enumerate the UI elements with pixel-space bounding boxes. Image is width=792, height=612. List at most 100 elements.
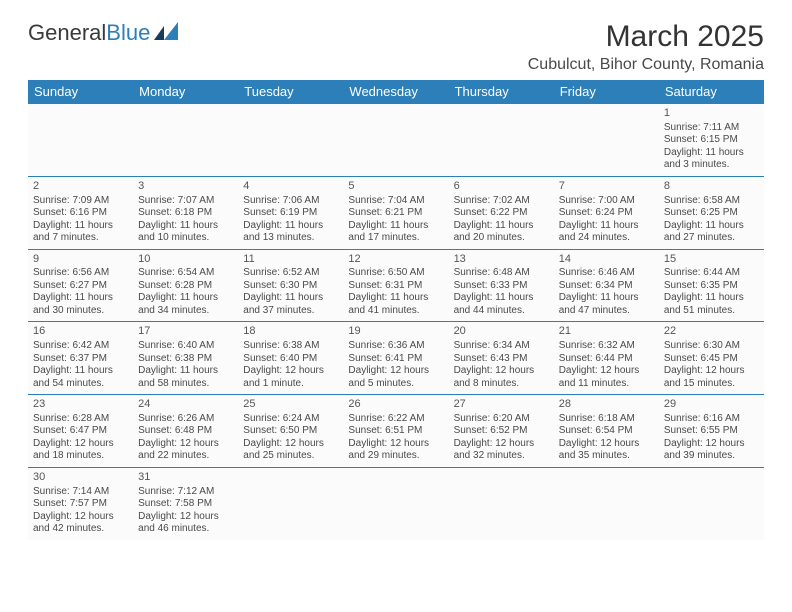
daylight-line: Daylight: 11 hours and 37 minutes. [243, 292, 338, 317]
day-number: 12 [348, 253, 443, 267]
sunset-line: Sunset: 6:40 PM [243, 353, 338, 366]
weekday-header: Saturday [659, 80, 764, 103]
daylight-line: Daylight: 11 hours and 30 minutes. [33, 292, 128, 317]
sunset-line: Sunset: 7:58 PM [138, 498, 233, 511]
calendar-cell: 2Sunrise: 7:09 AMSunset: 6:16 PMDaylight… [28, 176, 133, 249]
daylight-line: Daylight: 11 hours and 20 minutes. [454, 220, 549, 245]
calendar-cell [133, 103, 238, 176]
calendar-body: 1Sunrise: 7:11 AMSunset: 6:15 PMDaylight… [28, 103, 764, 540]
calendar-cell: 3Sunrise: 7:07 AMSunset: 6:18 PMDaylight… [133, 176, 238, 249]
daylight-line: Daylight: 12 hours and 18 minutes. [33, 438, 128, 463]
calendar-cell: 30Sunrise: 7:14 AMSunset: 7:57 PMDayligh… [28, 467, 133, 540]
calendar-cell: 16Sunrise: 6:42 AMSunset: 6:37 PMDayligh… [28, 321, 133, 394]
daylight-line: Daylight: 11 hours and 51 minutes. [664, 292, 759, 317]
day-number: 29 [664, 398, 759, 412]
sunrise-line: Sunrise: 7:04 AM [348, 195, 443, 208]
day-number: 20 [454, 325, 549, 339]
day-number: 25 [243, 398, 338, 412]
calendar-cell: 5Sunrise: 7:04 AMSunset: 6:21 PMDaylight… [343, 176, 448, 249]
calendar-cell: 15Sunrise: 6:44 AMSunset: 6:35 PMDayligh… [659, 249, 764, 322]
sunset-line: Sunset: 6:35 PM [664, 280, 759, 293]
calendar-cell [659, 467, 764, 540]
daylight-line: Daylight: 11 hours and 10 minutes. [138, 220, 233, 245]
day-number: 10 [138, 253, 233, 267]
sunrise-line: Sunrise: 6:58 AM [664, 195, 759, 208]
sunrise-line: Sunrise: 6:54 AM [138, 267, 233, 280]
day-number: 2 [33, 180, 128, 194]
sunrise-line: Sunrise: 6:34 AM [454, 340, 549, 353]
sunset-line: Sunset: 6:38 PM [138, 353, 233, 366]
daylight-line: Daylight: 12 hours and 1 minute. [243, 365, 338, 390]
sunrise-line: Sunrise: 6:44 AM [664, 267, 759, 280]
weekday-header: Tuesday [238, 80, 343, 103]
sunrise-line: Sunrise: 7:06 AM [243, 195, 338, 208]
sunset-line: Sunset: 6:50 PM [243, 425, 338, 438]
sunrise-line: Sunrise: 6:46 AM [559, 267, 654, 280]
day-number: 26 [348, 398, 443, 412]
daylight-line: Daylight: 11 hours and 47 minutes. [559, 292, 654, 317]
day-number: 6 [454, 180, 549, 194]
sunrise-line: Sunrise: 6:36 AM [348, 340, 443, 353]
calendar-cell: 13Sunrise: 6:48 AMSunset: 6:33 PMDayligh… [449, 249, 554, 322]
day-number: 11 [243, 253, 338, 267]
calendar-cell [554, 467, 659, 540]
weekday-header: Monday [133, 80, 238, 103]
calendar-cell [238, 103, 343, 176]
sunset-line: Sunset: 6:51 PM [348, 425, 443, 438]
calendar-weekday-header: SundayMondayTuesdayWednesdayThursdayFrid… [28, 80, 764, 103]
calendar-cell: 22Sunrise: 6:30 AMSunset: 6:45 PMDayligh… [659, 321, 764, 394]
sunset-line: Sunset: 7:57 PM [33, 498, 128, 511]
daylight-line: Daylight: 12 hours and 22 minutes. [138, 438, 233, 463]
day-number: 22 [664, 325, 759, 339]
day-number: 21 [559, 325, 654, 339]
calendar-cell: 12Sunrise: 6:50 AMSunset: 6:31 PMDayligh… [343, 249, 448, 322]
daylight-line: Daylight: 12 hours and 8 minutes. [454, 365, 549, 390]
daylight-line: Daylight: 11 hours and 24 minutes. [559, 220, 654, 245]
day-number: 3 [138, 180, 233, 194]
calendar-cell [343, 467, 448, 540]
calendar-cell: 7Sunrise: 7:00 AMSunset: 6:24 PMDaylight… [554, 176, 659, 249]
sunrise-line: Sunrise: 6:20 AM [454, 413, 549, 426]
logo-mark-icon [154, 20, 180, 46]
calendar-cell: 29Sunrise: 6:16 AMSunset: 6:55 PMDayligh… [659, 394, 764, 467]
daylight-line: Daylight: 11 hours and 27 minutes. [664, 220, 759, 245]
sunrise-line: Sunrise: 6:30 AM [664, 340, 759, 353]
daylight-line: Daylight: 11 hours and 7 minutes. [33, 220, 128, 245]
calendar-cell: 18Sunrise: 6:38 AMSunset: 6:40 PMDayligh… [238, 321, 343, 394]
day-number: 30 [33, 471, 128, 485]
header: GeneralBlue March 2025 Cubulcut, Bihor C… [28, 20, 764, 74]
logo-text-a: General [28, 20, 106, 46]
calendar-cell: 25Sunrise: 6:24 AMSunset: 6:50 PMDayligh… [238, 394, 343, 467]
day-number: 8 [664, 180, 759, 194]
sunrise-line: Sunrise: 6:56 AM [33, 267, 128, 280]
weekday-header: Friday [554, 80, 659, 103]
sunrise-line: Sunrise: 6:48 AM [454, 267, 549, 280]
sunrise-line: Sunrise: 6:52 AM [243, 267, 338, 280]
calendar-cell: 8Sunrise: 6:58 AMSunset: 6:25 PMDaylight… [659, 176, 764, 249]
sunset-line: Sunset: 6:16 PM [33, 207, 128, 220]
daylight-line: Daylight: 12 hours and 29 minutes. [348, 438, 443, 463]
sunset-line: Sunset: 6:52 PM [454, 425, 549, 438]
calendar-cell: 9Sunrise: 6:56 AMSunset: 6:27 PMDaylight… [28, 249, 133, 322]
sunset-line: Sunset: 6:45 PM [664, 353, 759, 366]
calendar-cell [554, 103, 659, 176]
calendar-cell: 23Sunrise: 6:28 AMSunset: 6:47 PMDayligh… [28, 394, 133, 467]
sunrise-line: Sunrise: 7:14 AM [33, 486, 128, 499]
sunset-line: Sunset: 6:33 PM [454, 280, 549, 293]
sunrise-line: Sunrise: 6:50 AM [348, 267, 443, 280]
logo-text-b: Blue [106, 20, 150, 46]
calendar-cell: 10Sunrise: 6:54 AMSunset: 6:28 PMDayligh… [133, 249, 238, 322]
calendar-cell: 11Sunrise: 6:52 AMSunset: 6:30 PMDayligh… [238, 249, 343, 322]
calendar-cell: 24Sunrise: 6:26 AMSunset: 6:48 PMDayligh… [133, 394, 238, 467]
calendar-cell: 17Sunrise: 6:40 AMSunset: 6:38 PMDayligh… [133, 321, 238, 394]
calendar-cell: 26Sunrise: 6:22 AMSunset: 6:51 PMDayligh… [343, 394, 448, 467]
sunset-line: Sunset: 6:27 PM [33, 280, 128, 293]
sunset-line: Sunset: 6:28 PM [138, 280, 233, 293]
sunset-line: Sunset: 6:21 PM [348, 207, 443, 220]
day-number: 23 [33, 398, 128, 412]
day-number: 19 [348, 325, 443, 339]
sunset-line: Sunset: 6:37 PM [33, 353, 128, 366]
daylight-line: Daylight: 11 hours and 17 minutes. [348, 220, 443, 245]
day-number: 1 [664, 107, 759, 121]
weekday-header: Wednesday [343, 80, 448, 103]
